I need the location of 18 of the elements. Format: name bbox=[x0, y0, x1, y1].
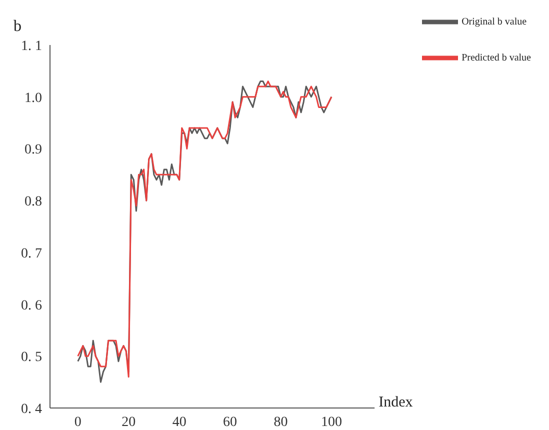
y-axis-title: b bbox=[14, 18, 22, 35]
x-axis-title: Index bbox=[378, 394, 414, 410]
x-tick-label: 80 bbox=[274, 414, 288, 430]
y-tick-label: 0. 5 bbox=[21, 350, 42, 366]
x-tick-label: 40 bbox=[172, 414, 186, 430]
y-tick-label: 1. 1 bbox=[21, 38, 42, 54]
x-tick-label: 60 bbox=[223, 414, 238, 430]
legend-label: Predicted b value bbox=[462, 52, 531, 64]
legend-label: Original b value bbox=[462, 16, 527, 28]
x-tick-label: 0 bbox=[74, 414, 82, 430]
y-tick-label: 0. 7 bbox=[21, 246, 42, 262]
y-tick-label: 1.0 bbox=[24, 90, 42, 106]
x-tick-label: 20 bbox=[122, 414, 136, 430]
y-tick-label: 0.9 bbox=[24, 142, 42, 158]
y-tick-label: 0. 4 bbox=[21, 402, 42, 417]
x-tick-label: 100 bbox=[320, 414, 342, 430]
y-tick-label: 0. 6 bbox=[21, 298, 42, 314]
y-tick-label: 0.8 bbox=[24, 194, 42, 210]
